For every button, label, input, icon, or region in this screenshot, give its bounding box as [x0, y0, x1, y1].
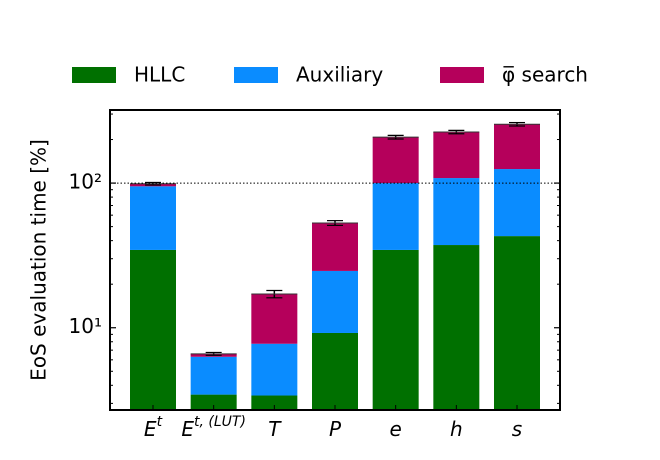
plot-frame — [109, 109, 561, 411]
bar-segment — [372, 183, 419, 250]
category-label: E — [144, 417, 157, 441]
category-label: E — [181, 417, 194, 441]
bar-segment — [251, 294, 298, 344]
bar-segment — [433, 132, 480, 179]
x-tick-label: P — [329, 417, 342, 441]
y-axis-label: EoS evaluation time [%] — [27, 139, 51, 381]
x-tick-label: h — [450, 417, 463, 441]
x-tick-label: T — [268, 417, 282, 441]
legend-label: φ̅ search — [502, 63, 588, 87]
legend-label: Auxiliary — [296, 63, 383, 87]
x-tick-label: Et — [144, 414, 163, 441]
bar-segment — [494, 169, 540, 237]
legend-swatch — [234, 67, 278, 83]
legend-label: HLLC — [134, 63, 185, 87]
error-bar — [251, 289, 298, 299]
category-label: h — [450, 417, 463, 441]
bar-segment — [372, 137, 419, 184]
bar-segment — [312, 222, 358, 271]
bar-segment — [130, 249, 176, 410]
bar-segment — [372, 249, 419, 410]
error-bar — [494, 121, 540, 127]
x-tick-label: Et, (LUT) — [181, 414, 246, 441]
y-tick-label: 10² — [69, 170, 102, 194]
error-bar — [190, 351, 237, 356]
category-superscript: t — [157, 414, 163, 430]
bar-segment — [130, 186, 176, 250]
category-superscript: t, (LUT) — [194, 414, 246, 430]
bar-segment — [433, 245, 480, 410]
error-bar — [433, 129, 480, 135]
bar-segment — [312, 332, 358, 410]
bar-segment — [190, 394, 237, 410]
category-label: T — [268, 417, 282, 441]
error-bar — [372, 134, 419, 140]
category-label: s — [512, 417, 522, 441]
bar-segment — [312, 270, 358, 333]
y-tick-label: 10¹ — [69, 314, 102, 338]
x-tick-label: s — [512, 417, 522, 441]
error-bar — [312, 220, 358, 226]
legend-swatch — [72, 67, 116, 83]
bar-segment — [251, 395, 298, 410]
bar-segment — [190, 356, 237, 395]
bar-segment — [433, 178, 480, 246]
bar-segment — [494, 124, 540, 170]
category-label: e — [390, 417, 402, 441]
legend-swatch — [440, 67, 484, 83]
category-label: P — [329, 417, 342, 441]
x-tick-label: e — [390, 417, 402, 441]
bar-segment — [494, 236, 540, 410]
bar-segment — [251, 343, 298, 396]
